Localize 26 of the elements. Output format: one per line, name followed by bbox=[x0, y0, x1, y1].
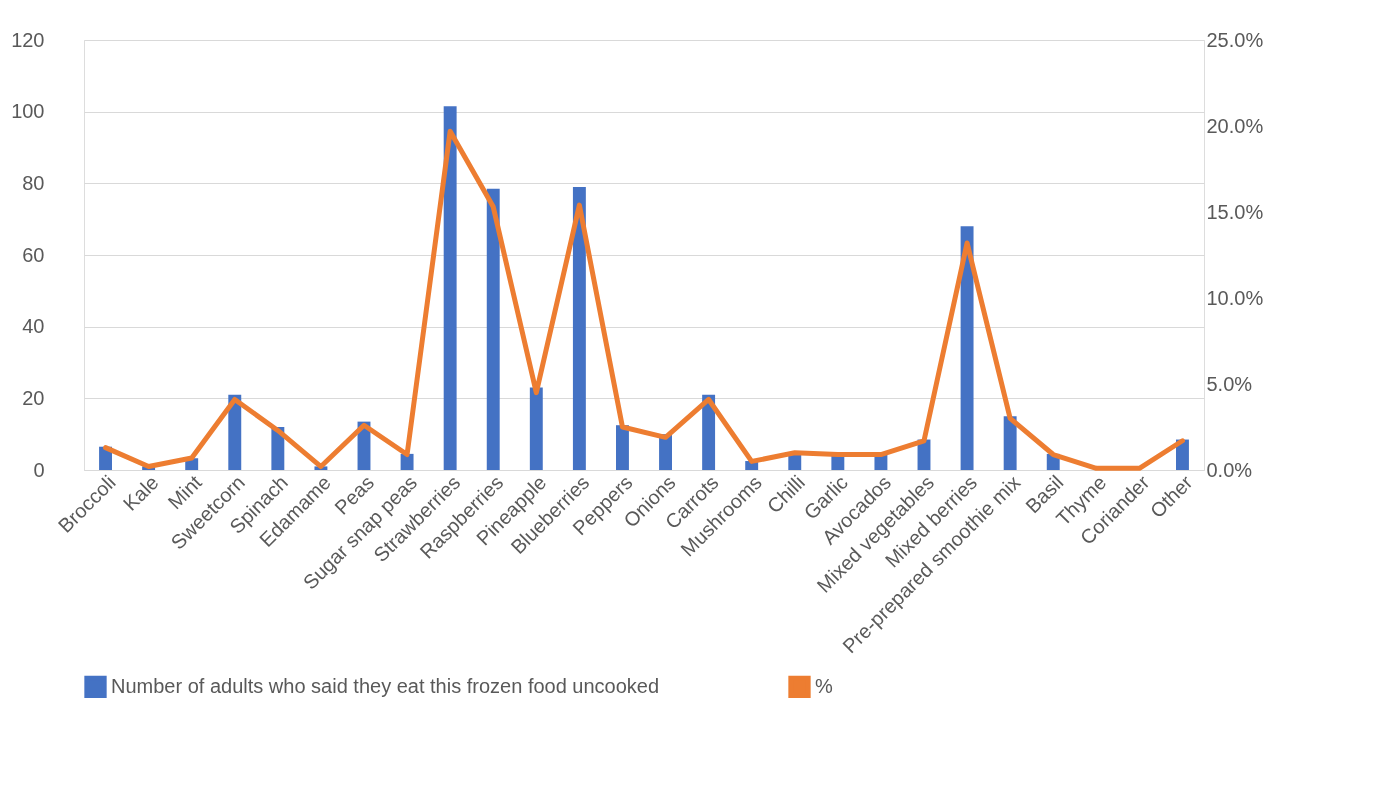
y2-tick-label: 5.0% bbox=[1206, 372, 1253, 395]
bar bbox=[616, 425, 629, 470]
legend-label: % bbox=[815, 674, 833, 697]
bar bbox=[788, 453, 802, 470]
y-tick-label: 0 bbox=[33, 458, 45, 481]
y-tick-label: 80 bbox=[22, 171, 45, 194]
y-tick-label: 100 bbox=[11, 100, 45, 123]
bar bbox=[486, 188, 500, 470]
y2-tick-label: 20.0% bbox=[1206, 114, 1264, 137]
bar bbox=[400, 453, 414, 470]
legend-label: Number of adults who said they eat this frozen food uncooked bbox=[111, 674, 660, 697]
y2-tick-label: 15.0% bbox=[1206, 200, 1264, 223]
y2-tick-label: 25.0% bbox=[1206, 28, 1264, 51]
bar bbox=[443, 106, 457, 470]
y-tick-label: 60 bbox=[22, 243, 45, 266]
bar bbox=[572, 186, 586, 470]
bar bbox=[529, 387, 543, 470]
bar bbox=[960, 226, 974, 470]
y-tick-label: 20 bbox=[22, 386, 45, 409]
y2-tick-label: 0.0% bbox=[1206, 458, 1253, 481]
y2-tick-label: 10.0% bbox=[1206, 286, 1264, 309]
bar bbox=[228, 394, 242, 470]
x-tick-label: Kale bbox=[118, 471, 163, 515]
y-tick-label: 120 bbox=[11, 28, 45, 51]
bar bbox=[1003, 416, 1017, 470]
y-tick-label: 40 bbox=[22, 315, 45, 338]
